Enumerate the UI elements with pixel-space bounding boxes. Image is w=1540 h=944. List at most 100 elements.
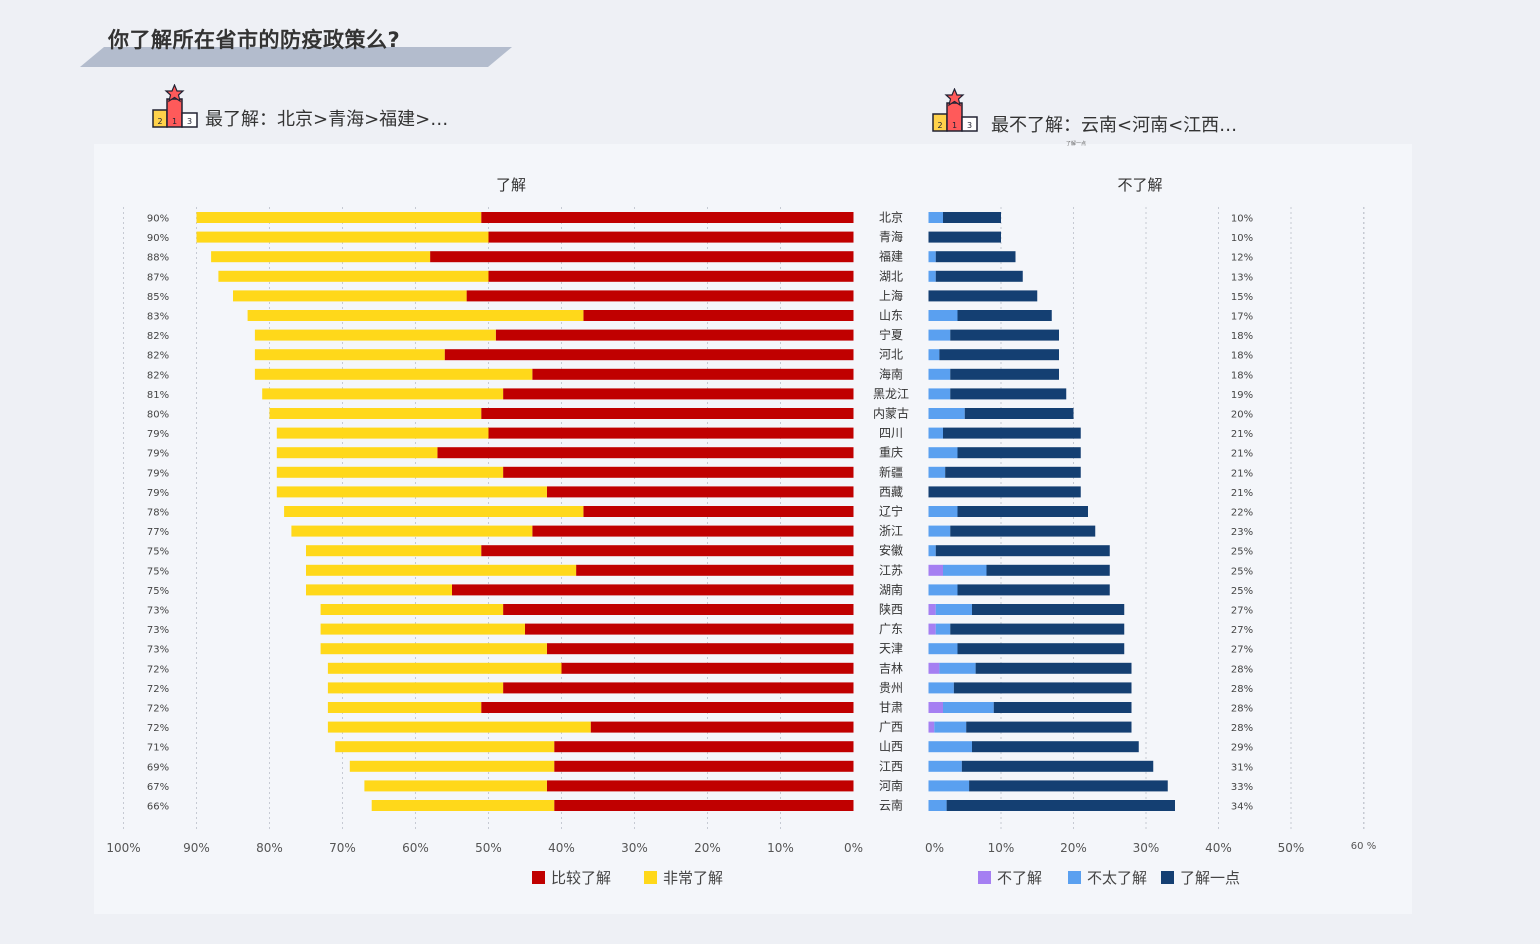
total-label-left: 75% — [147, 547, 169, 558]
total-label-left: 79% — [147, 468, 169, 479]
bar-yidian — [950, 525, 1096, 537]
total-label-right: 18% — [1231, 331, 1253, 342]
bar-feichang — [269, 408, 482, 419]
bar-yidian — [928, 231, 1001, 243]
bar-bijiao — [488, 231, 854, 243]
bar-bu — [928, 604, 936, 615]
bar-butai — [935, 623, 951, 635]
bar-yidian — [993, 702, 1132, 713]
x-tick-label: 50% — [1278, 841, 1305, 855]
bar-bijiao — [481, 212, 854, 223]
bar-yidian — [964, 408, 1074, 419]
bar-bijiao — [437, 447, 854, 459]
total-label-left: 66% — [147, 802, 169, 813]
total-label-left: 71% — [147, 743, 169, 754]
x-tick-label: 70% — [329, 841, 356, 855]
total-label-right: 18% — [1231, 370, 1253, 381]
category-label: 河南 — [879, 778, 903, 793]
bar-feichang — [254, 368, 533, 380]
total-label-left: 83% — [147, 312, 169, 323]
total-label-left: 78% — [147, 508, 169, 519]
total-label-left: 88% — [147, 253, 169, 264]
bar-feichang — [196, 212, 482, 223]
total-label-left: 87% — [147, 272, 169, 283]
total-label-left: 79% — [147, 488, 169, 499]
total-label-left: 79% — [147, 429, 169, 440]
bar-feichang — [254, 329, 496, 341]
total-label-left: 69% — [147, 762, 169, 773]
total-label-right: 31% — [1231, 762, 1253, 773]
x-tick-label: 50% — [475, 841, 502, 855]
bar-bijiao — [430, 251, 854, 263]
category-label: 安徽 — [879, 543, 903, 558]
bar-bijiao — [503, 682, 854, 694]
bar-bijiao — [466, 290, 854, 302]
total-label-right: 10% — [1231, 233, 1253, 244]
podium-label: 2 — [157, 117, 162, 126]
bar-yidian — [986, 564, 1110, 576]
bar-bijiao — [481, 702, 854, 713]
bar-bijiao — [590, 721, 854, 733]
bar-bijiao — [488, 427, 854, 439]
category-label: 山东 — [879, 309, 903, 323]
bar-bijiao — [554, 760, 854, 772]
x-tick-label: 30% — [621, 841, 648, 855]
bar-feichang — [371, 800, 555, 811]
category-label: 吉林 — [879, 661, 903, 675]
podium-label: 2 — [937, 121, 942, 130]
total-label-left: 72% — [147, 704, 169, 715]
category-label: 广东 — [879, 622, 903, 636]
bar-yidian — [975, 662, 1132, 674]
bar-yidian — [935, 270, 1023, 282]
bar-bijiao — [546, 780, 854, 792]
total-label-right: 12% — [1231, 253, 1253, 264]
bar-butai — [928, 584, 958, 596]
category-label: 江西 — [879, 759, 903, 773]
bar-butai — [934, 721, 967, 733]
total-label-left: 82% — [147, 351, 169, 362]
bar-feichang — [320, 604, 504, 615]
bar-butai — [928, 427, 943, 439]
bar-yidian — [957, 643, 1125, 655]
bar-feichang — [262, 388, 504, 400]
bar-butai — [928, 506, 958, 517]
total-label-right: 21% — [1231, 468, 1253, 479]
category-label: 宁夏 — [879, 327, 903, 342]
bar-feichang — [233, 290, 467, 302]
total-label-left: 72% — [147, 684, 169, 695]
category-label: 黑龙江 — [873, 387, 909, 401]
category-label: 广西 — [879, 720, 903, 734]
tiny-note: 了解一点 — [1066, 141, 1087, 147]
total-label-right: 28% — [1231, 723, 1253, 734]
bar-feichang — [327, 702, 482, 713]
bar-butai — [928, 643, 958, 655]
total-label-right: 27% — [1231, 625, 1253, 636]
legend-feichang-label: 非常了解 — [663, 869, 723, 887]
category-label: 贵州 — [879, 681, 903, 695]
x-tick-label: 20% — [1060, 841, 1087, 855]
total-label-right: 15% — [1231, 292, 1253, 303]
bar-yidian — [945, 466, 1081, 478]
legend-bu-swatch — [978, 871, 991, 884]
legend-butai-swatch — [1068, 871, 1081, 884]
x-tick-label: 10% — [988, 841, 1015, 855]
total-label-left: 90% — [147, 214, 169, 225]
x-tick-label: 80% — [256, 841, 283, 855]
category-label: 青海 — [879, 229, 903, 244]
total-label-left: 72% — [147, 664, 169, 675]
total-label-left: 72% — [147, 723, 169, 734]
total-label-left: 90% — [147, 233, 169, 244]
bar-bijiao — [503, 466, 854, 478]
bar-butai — [928, 349, 940, 361]
bar-bijiao — [554, 800, 854, 811]
bar-yidian — [957, 310, 1052, 321]
bar-butai — [928, 741, 972, 753]
legend-bijiao-swatch — [532, 871, 545, 884]
bar-butai — [928, 466, 946, 478]
bar-butai — [928, 780, 970, 792]
bar-bijiao — [546, 486, 854, 498]
x-tick-label: 20% — [694, 841, 721, 855]
total-label-left: 82% — [147, 370, 169, 381]
total-label-left: 73% — [147, 625, 169, 636]
x-tick-label: 0% — [925, 841, 944, 855]
